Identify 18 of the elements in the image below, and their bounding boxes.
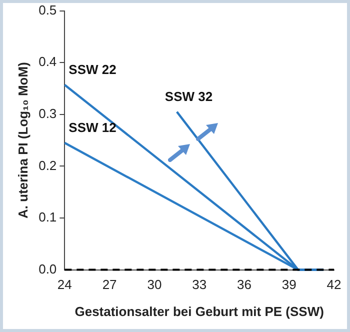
- y-tick-label: 0.3: [38, 106, 57, 121]
- x-tick-label: 24: [57, 277, 72, 292]
- series-label: SSW 12: [68, 120, 116, 135]
- y-tick-label: 0.4: [38, 54, 57, 70]
- y-tick-label: 0.2: [38, 158, 57, 173]
- x-axis-title: Gestationsalter bei Geburt mit PE (SSW): [74, 304, 324, 319]
- x-tick-label: 27: [102, 277, 117, 292]
- y-tick-label: 0.1: [38, 210, 57, 225]
- y-tick-label: 0.5: [38, 2, 57, 18]
- series-label: SSW 32: [164, 88, 213, 104]
- x-tick-label: 39: [282, 277, 296, 292]
- y-axis-title: A. uterina PI (Log₁₀ MoM): [15, 62, 30, 218]
- x-tick-label: 36: [236, 277, 252, 292]
- series-label: SSW 22: [68, 62, 116, 77]
- x-tick-label: 33: [192, 277, 207, 292]
- y-tick-label: 0.0: [38, 261, 57, 276]
- x-tick-label: 30: [147, 277, 162, 292]
- x-tick-label: 42: [326, 277, 342, 292]
